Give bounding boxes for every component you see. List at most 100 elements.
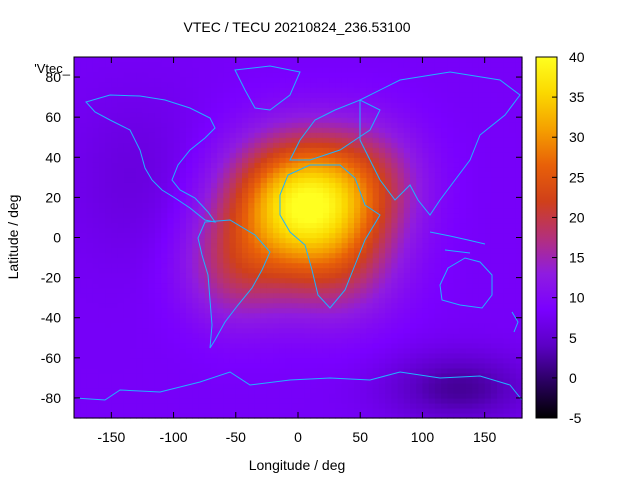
heatmap-cell — [92, 82, 100, 88]
heatmap-cell — [378, 222, 386, 229]
heatmap-cell — [167, 277, 175, 284]
heatmap-cell — [385, 322, 392, 329]
heatmap-cell — [291, 297, 299, 304]
heatmap-cell — [260, 302, 268, 309]
heatmap-cell — [453, 412, 461, 419]
heatmap-cell — [235, 267, 243, 274]
heatmap-cell — [490, 217, 498, 224]
heatmap-cell — [179, 312, 187, 319]
heatmap-cell — [329, 272, 336, 279]
heatmap-cell — [360, 77, 368, 83]
heatmap-cell — [279, 72, 287, 78]
heatmap-cell — [466, 182, 473, 188]
heatmap-cell — [92, 412, 100, 419]
heatmap-cell — [403, 317, 411, 324]
heatmap-cell — [130, 312, 137, 319]
heatmap-cell — [123, 287, 131, 294]
heatmap-cell — [111, 167, 119, 173]
heatmap-cell — [186, 237, 193, 244]
heatmap-cell — [453, 192, 461, 198]
heatmap-cell — [229, 97, 237, 103]
heatmap-cell — [279, 77, 287, 83]
heatmap-cell — [98, 122, 106, 128]
heatmap-cell — [335, 287, 343, 294]
heatmap-cell — [242, 207, 249, 214]
heatmap-cell — [497, 87, 504, 93]
heatmap-cell — [111, 342, 119, 349]
heatmap-cell — [434, 92, 442, 98]
heatmap-cell — [447, 262, 455, 269]
heatmap-cell — [447, 102, 455, 108]
heatmap-cell — [198, 392, 206, 399]
heatmap-cell — [136, 212, 144, 219]
heatmap-cell — [186, 337, 193, 344]
heatmap-cell — [466, 307, 473, 314]
heatmap-cell — [136, 367, 144, 374]
heatmap-cell — [123, 382, 131, 389]
heatmap-cell — [217, 212, 224, 219]
heatmap-cell — [204, 142, 212, 148]
heatmap-cell — [503, 207, 511, 214]
heatmap-cell — [186, 377, 193, 384]
heatmap-cell — [490, 352, 498, 359]
heatmap-cell — [235, 137, 243, 143]
heatmap-cell — [304, 122, 312, 128]
heatmap-cell — [242, 302, 249, 309]
heatmap-cell — [92, 357, 100, 364]
heatmap-cell — [111, 137, 119, 143]
heatmap-cell — [329, 222, 336, 229]
heatmap-cell — [385, 407, 392, 414]
heatmap-cell — [148, 317, 156, 324]
heatmap-cell — [92, 382, 100, 389]
heatmap-cell — [198, 267, 206, 274]
heatmap-cell — [161, 147, 168, 153]
heatmap-cell — [279, 232, 287, 239]
heatmap-cell — [360, 347, 368, 354]
heatmap-cell — [148, 167, 156, 173]
heatmap-cell — [74, 107, 81, 113]
heatmap-cell — [229, 267, 237, 274]
heatmap-cell — [217, 397, 224, 404]
heatmap-cell — [472, 412, 480, 419]
heatmap-cell — [148, 397, 156, 404]
heatmap-cell — [428, 137, 436, 143]
heatmap-cell — [490, 172, 498, 178]
heatmap-cell — [142, 397, 150, 404]
heatmap-cell — [161, 162, 168, 168]
heatmap-cell — [360, 412, 368, 419]
heatmap-cell — [497, 357, 504, 364]
heatmap-cell — [148, 137, 156, 143]
heatmap-cell — [291, 382, 299, 389]
heatmap-cell — [148, 197, 156, 203]
heatmap-cell — [217, 117, 224, 123]
heatmap-cell — [447, 277, 455, 284]
heatmap-cell — [130, 282, 137, 289]
heatmap-cell — [235, 247, 243, 254]
heatmap-cell — [391, 232, 399, 239]
heatmap-cell — [192, 162, 200, 168]
heatmap-cell — [447, 157, 455, 163]
heatmap-cell — [80, 337, 88, 344]
heatmap-cell — [229, 77, 237, 83]
heatmap-cell — [490, 247, 498, 254]
heatmap-cell — [472, 82, 480, 88]
heatmap-cell — [273, 392, 280, 399]
heatmap-cell — [416, 152, 424, 158]
heatmap-cell — [198, 107, 206, 113]
heatmap-cell — [92, 132, 100, 138]
heatmap-cell — [391, 412, 399, 419]
heatmap-cell — [403, 257, 411, 264]
heatmap-cell — [105, 182, 112, 188]
heatmap-cell — [248, 217, 256, 224]
heatmap-cell — [105, 167, 112, 173]
heatmap-cell — [105, 237, 112, 244]
heatmap-cell — [397, 217, 405, 224]
heatmap-cell — [186, 252, 193, 259]
heatmap-cell — [273, 277, 280, 284]
heatmap-cell — [447, 122, 455, 128]
heatmap-cell — [403, 82, 411, 88]
heatmap-cell — [354, 157, 361, 163]
heatmap-cell — [360, 372, 368, 379]
heatmap-cell — [341, 347, 349, 354]
heatmap-cell — [360, 102, 368, 108]
